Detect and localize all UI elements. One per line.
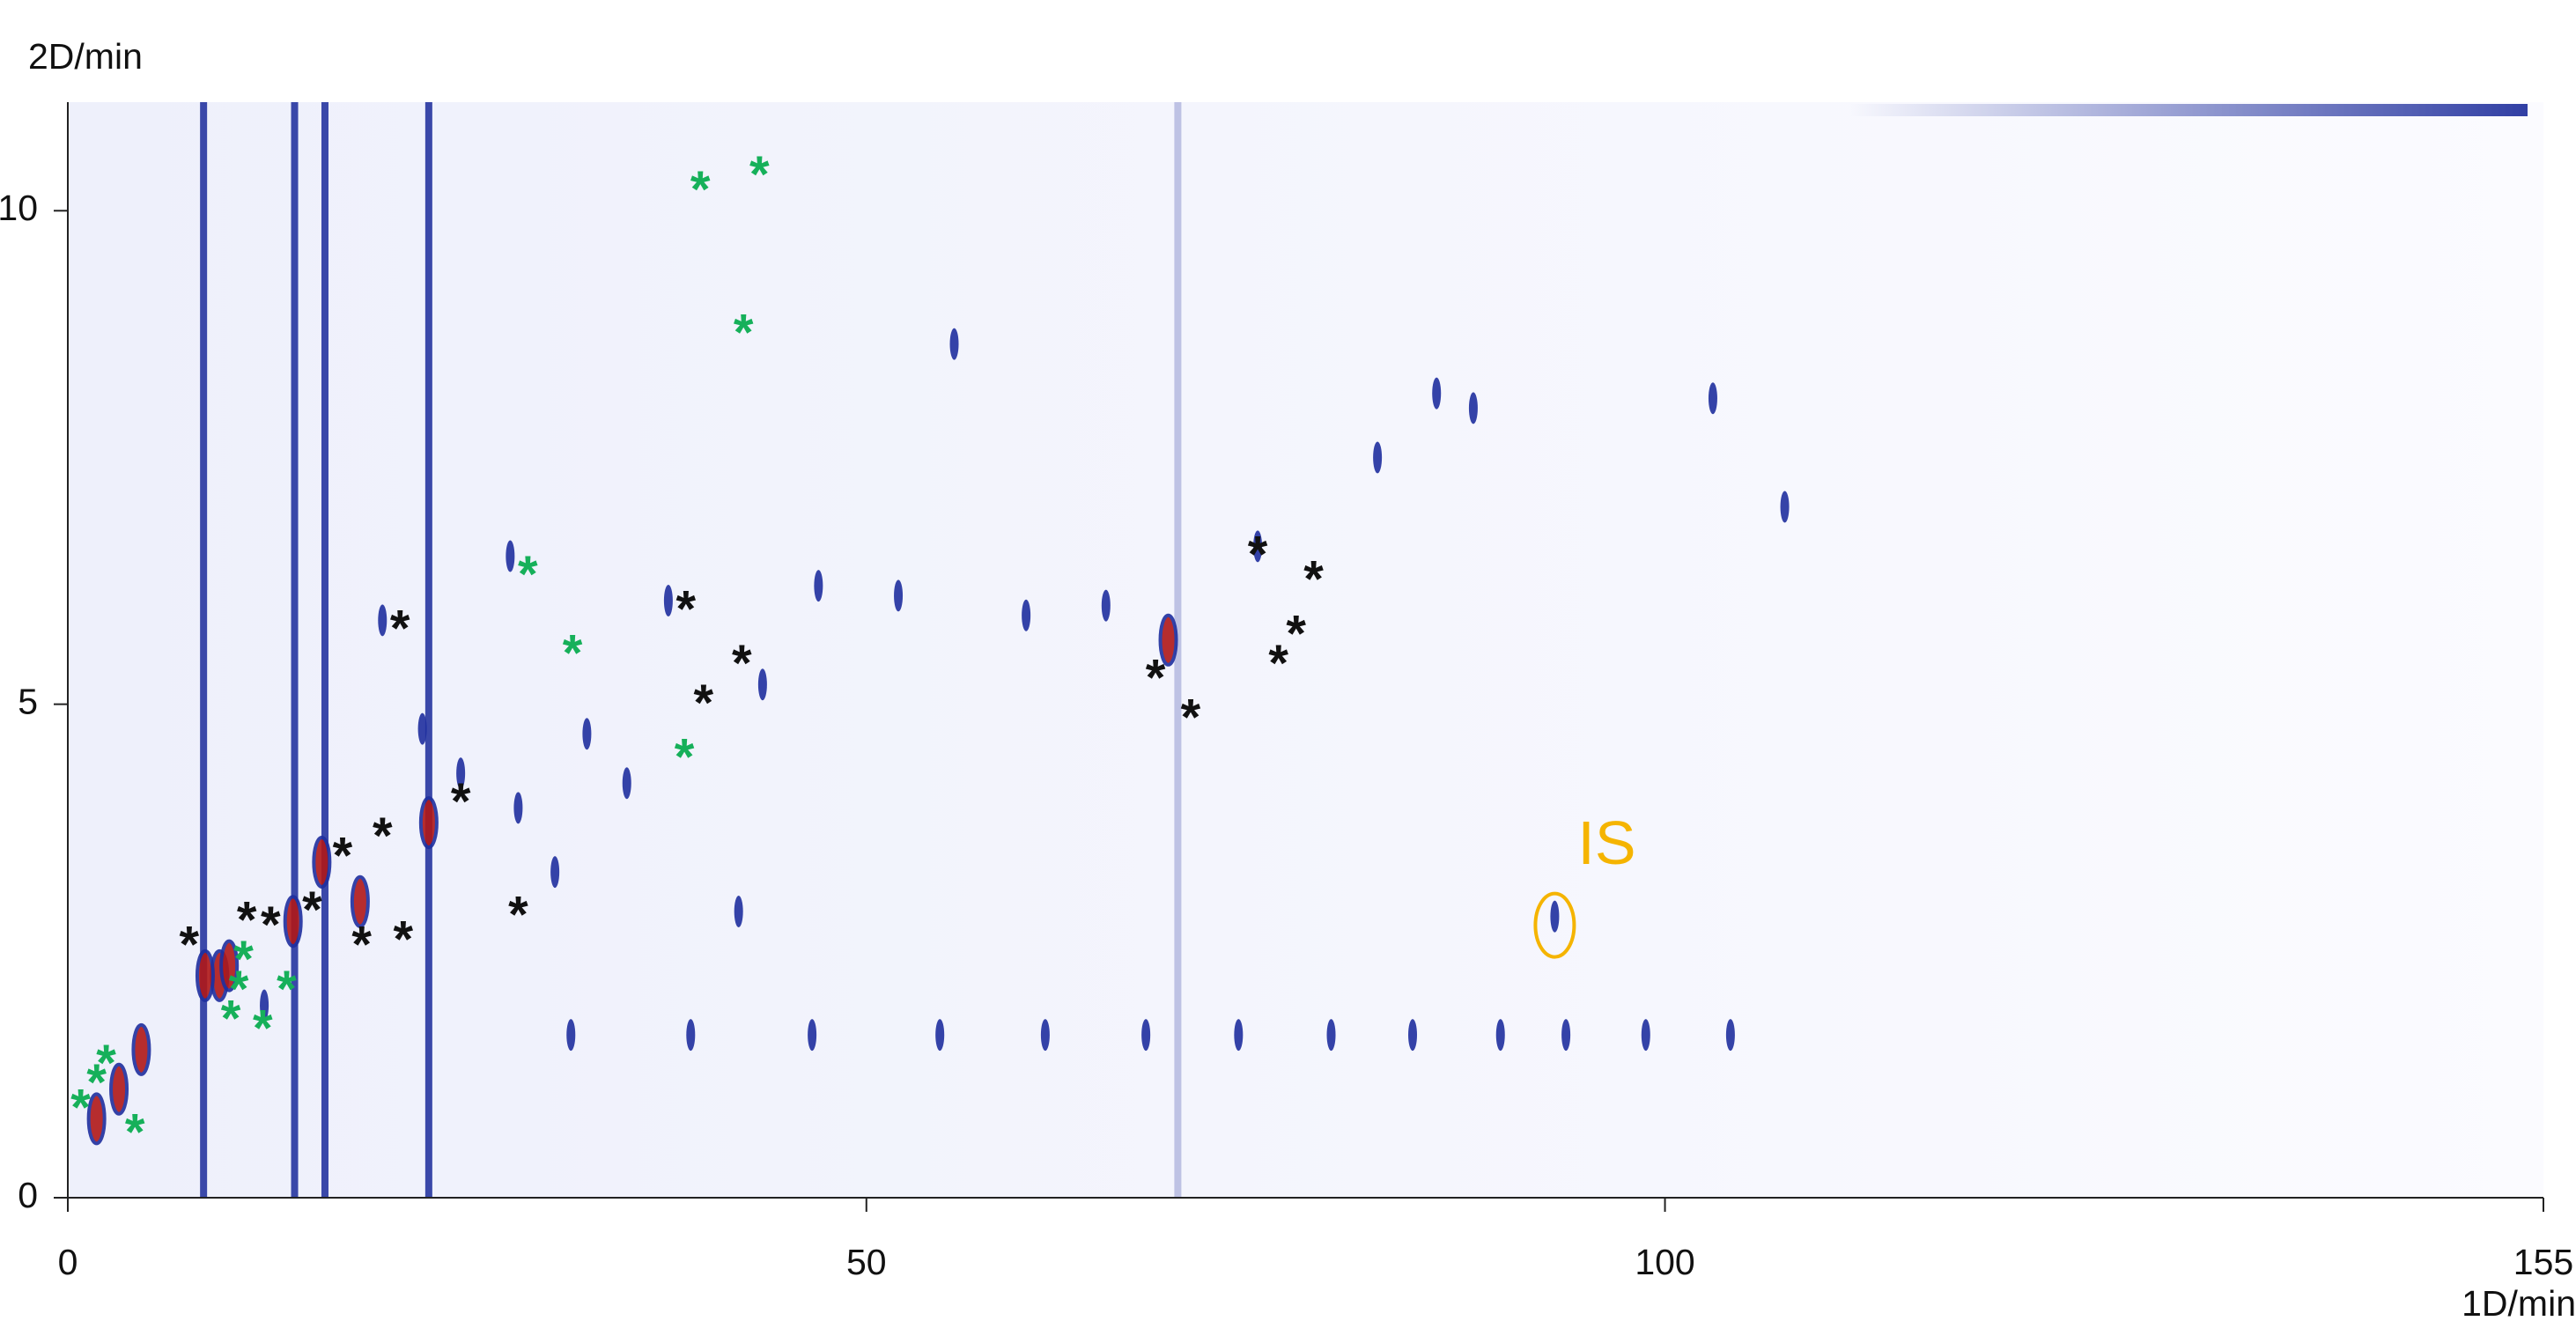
peak bbox=[1022, 600, 1030, 631]
asterisk-marker: * bbox=[749, 146, 770, 203]
column-bleed bbox=[1849, 104, 2528, 116]
asterisk-marker: * bbox=[508, 887, 528, 944]
x-tick-label: 155 bbox=[2513, 1242, 2573, 1282]
peak bbox=[1469, 392, 1478, 424]
asterisk-marker: * bbox=[1303, 551, 1324, 609]
y-axis-label: 2D/min bbox=[28, 36, 143, 77]
peak bbox=[506, 541, 514, 572]
asterisk-marker: * bbox=[390, 601, 410, 658]
peak bbox=[197, 951, 213, 1000]
peak bbox=[686, 1019, 695, 1051]
x-tick-label: 50 bbox=[846, 1242, 887, 1282]
asterisk-marker: * bbox=[1146, 650, 1166, 707]
peak bbox=[935, 1019, 944, 1051]
y-tick-label: 0 bbox=[18, 1175, 38, 1215]
streak bbox=[292, 102, 299, 1198]
asterisk-marker: * bbox=[732, 635, 752, 692]
peak bbox=[623, 767, 631, 799]
streak bbox=[321, 102, 328, 1198]
asterisk-marker: * bbox=[675, 728, 695, 786]
asterisk-marker: * bbox=[125, 1103, 145, 1161]
peak bbox=[814, 570, 823, 601]
peak bbox=[808, 1019, 816, 1051]
asterisk-marker: * bbox=[676, 580, 697, 638]
peak bbox=[1432, 378, 1441, 410]
peak bbox=[566, 1019, 575, 1051]
peak bbox=[734, 896, 743, 927]
asterisk-marker: * bbox=[563, 625, 583, 683]
asterisk-marker: * bbox=[180, 916, 200, 973]
asterisk-marker: * bbox=[451, 773, 471, 830]
peak bbox=[314, 838, 329, 887]
asterisk-marker: * bbox=[1248, 527, 1268, 584]
peak bbox=[1041, 1019, 1050, 1051]
y-tick-label: 10 bbox=[0, 188, 38, 228]
peak bbox=[1141, 1019, 1150, 1051]
x-tick-label: 0 bbox=[58, 1242, 78, 1282]
asterisk-marker: * bbox=[690, 161, 711, 218]
peak bbox=[378, 604, 387, 636]
peak bbox=[285, 897, 301, 946]
asterisk-marker: * bbox=[694, 675, 714, 732]
peak bbox=[1781, 491, 1790, 522]
peak bbox=[1408, 1019, 1417, 1051]
asterisk-marker: * bbox=[302, 882, 322, 939]
peak bbox=[1550, 901, 1559, 933]
streak bbox=[200, 102, 207, 1198]
peak bbox=[664, 585, 673, 616]
peak bbox=[513, 792, 522, 823]
asterisk-marker: * bbox=[518, 546, 538, 603]
peak bbox=[894, 579, 903, 611]
x-axis-label: 1D/min bbox=[2462, 1283, 2576, 1321]
peak bbox=[1709, 382, 1717, 414]
peak bbox=[1327, 1019, 1336, 1051]
asterisk-marker: * bbox=[351, 916, 372, 973]
peak bbox=[758, 668, 767, 700]
peak bbox=[550, 856, 559, 888]
peak bbox=[418, 713, 427, 745]
peak bbox=[1373, 441, 1382, 473]
peak bbox=[133, 1025, 149, 1074]
peak bbox=[1642, 1019, 1650, 1051]
asterisk-marker: * bbox=[70, 1079, 91, 1136]
asterisk-marker: * bbox=[1286, 605, 1306, 662]
asterisk-marker: * bbox=[1268, 635, 1288, 692]
peak bbox=[1234, 1019, 1243, 1051]
peak bbox=[1102, 590, 1111, 622]
streak bbox=[425, 102, 432, 1198]
peak bbox=[1561, 1019, 1570, 1051]
peak bbox=[582, 718, 591, 749]
asterisk-marker: * bbox=[333, 827, 353, 884]
asterisk-marker: * bbox=[253, 1000, 273, 1058]
peak bbox=[950, 328, 959, 360]
asterisk-marker: * bbox=[373, 808, 393, 865]
asterisk-marker: * bbox=[734, 304, 754, 361]
peak bbox=[1726, 1019, 1735, 1051]
asterisk-marker: * bbox=[394, 911, 414, 969]
x-tick-label: 100 bbox=[1635, 1242, 1694, 1282]
asterisk-marker: * bbox=[221, 990, 241, 1047]
asterisk-marker: * bbox=[277, 961, 297, 1018]
annotation-label: IS bbox=[1577, 808, 1635, 877]
y-tick-label: 5 bbox=[18, 681, 38, 721]
peak bbox=[1496, 1019, 1505, 1051]
asterisk-marker: * bbox=[261, 897, 281, 954]
peak bbox=[421, 798, 437, 847]
chart: 2D/min 1D/min 0501001550510*************… bbox=[0, 0, 2576, 1321]
asterisk-marker: * bbox=[1181, 690, 1201, 747]
